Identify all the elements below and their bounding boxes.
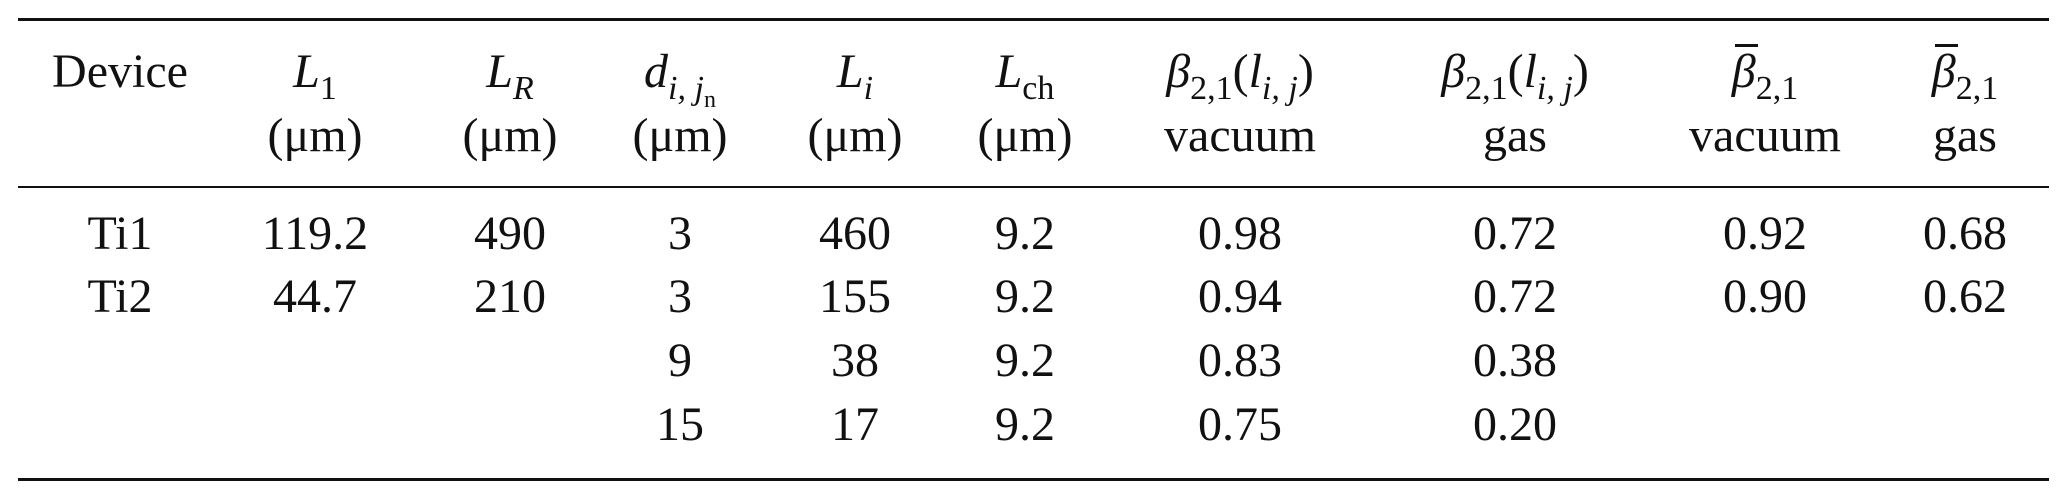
cell-l1: 44.7 (273, 270, 357, 323)
cell-dijn: 3 (668, 207, 692, 260)
header-l1-unit: (μm) (267, 109, 363, 162)
cell-dijn: 15 (656, 398, 704, 451)
cell-lch: 9.2 (995, 207, 1055, 260)
cell-lr: 490 (474, 207, 546, 260)
cell-beta-bar-vacuum: 0.92 (1723, 207, 1807, 260)
header-lr: LR (μm) (445, 40, 575, 165)
header-lr-symbol: LR (486, 45, 534, 107)
header-beta-vacuum-symbol: β2,1(li, j) (1166, 45, 1314, 107)
header-lr-unit: (μm) (462, 109, 558, 162)
cell-beta-gas: 0.72 (1473, 270, 1557, 323)
cell-dijn: 3 (668, 270, 692, 323)
cell-beta-vacuum: 0.98 (1198, 207, 1282, 260)
header-beta-bar-vacuum-symbol: β2,1 (1731, 44, 1799, 107)
header-beta-bar-vacuum-condition: vacuum (1689, 109, 1841, 162)
cell-beta-vacuum: 0.94 (1198, 270, 1282, 323)
header-li: Li (μm) (790, 40, 920, 165)
cell-beta-gas: 0.38 (1473, 334, 1557, 387)
cell-beta-bar-gas: 0.62 (1923, 270, 2007, 323)
header-beta-bar-gas: β2,1 gas (1895, 40, 2035, 165)
cell-li: 38 (831, 334, 879, 387)
cell-device: Ti2 (87, 270, 153, 323)
cell-lr: 210 (474, 270, 546, 323)
header-dijn-unit: (μm) (632, 109, 728, 162)
cell-beta-vacuum: 0.75 (1198, 398, 1282, 451)
header-beta-vacuum: β2,1(li, j) vacuum (1125, 40, 1355, 165)
cell-li: 460 (819, 207, 891, 260)
cell-l1: 119.2 (261, 207, 369, 260)
cell-li: 155 (819, 270, 891, 323)
cell-beta-bar-gas: 0.68 (1923, 207, 2007, 260)
cell-beta-vacuum: 0.83 (1198, 334, 1282, 387)
cell-lch: 9.2 (995, 334, 1055, 387)
header-beta-vacuum-condition: vacuum (1164, 109, 1316, 162)
header-beta-bar-gas-condition: gas (1933, 109, 1997, 162)
cell-beta-gas: 0.72 (1473, 207, 1557, 260)
table-header-rule (18, 186, 2049, 188)
header-dijn-symbol: di, jn (644, 45, 716, 113)
header-lch: Lch (μm) (960, 40, 1090, 165)
header-device: Device (30, 40, 210, 165)
header-beta-bar-vacuum: β2,1 vacuum (1670, 40, 1860, 165)
header-beta-gas: β2,1(li, j) gas (1400, 40, 1630, 165)
cell-dijn: 9 (668, 334, 692, 387)
cell-lch: 9.2 (995, 270, 1055, 323)
header-li-unit: (μm) (807, 109, 903, 162)
cell-lch: 9.2 (995, 398, 1055, 451)
header-dijn: di, jn (μm) (610, 40, 750, 165)
cell-beta-bar-vacuum: 0.90 (1723, 270, 1807, 323)
cell-device: Ti1 (87, 207, 153, 260)
header-li-symbol: Li (836, 45, 874, 107)
table-bottom-rule (18, 478, 2049, 481)
header-beta-gas-symbol: β2,1(li, j) (1441, 45, 1589, 107)
cell-li: 17 (831, 398, 879, 451)
header-l1-symbol: L1 (293, 45, 337, 107)
cell-beta-gas: 0.20 (1473, 398, 1557, 451)
header-beta-gas-condition: gas (1483, 109, 1547, 162)
header-l1: L1 (μm) (250, 40, 380, 165)
header-device-label: Device (52, 45, 188, 98)
header-beta-bar-gas-symbol: β2,1 (1931, 44, 1999, 107)
header-lch-symbol: Lch (995, 45, 1055, 107)
table-top-rule (18, 18, 2049, 21)
header-lch-unit: (μm) (977, 109, 1073, 162)
